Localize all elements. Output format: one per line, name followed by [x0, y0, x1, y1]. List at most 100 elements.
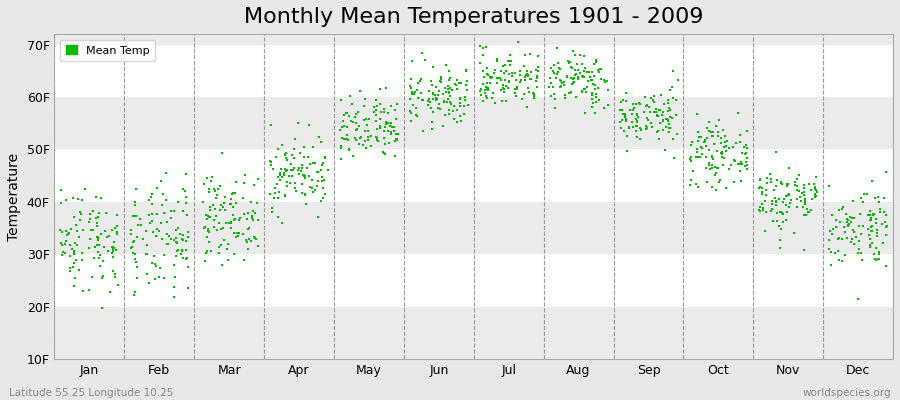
Point [108, 271, 122, 278]
Point [478, 86, 492, 93]
Point [273, 172, 287, 178]
Bar [55, 307, 893, 359]
Point [360, 122, 374, 128]
Point [683, 156, 698, 163]
Point [629, 116, 643, 122]
Point [488, 67, 502, 73]
Point [866, 212, 880, 219]
Point [472, 42, 487, 49]
Point [707, 141, 722, 148]
Point [195, 199, 210, 206]
Point [251, 243, 266, 249]
Point [405, 58, 419, 64]
Point [359, 116, 374, 122]
Point [110, 231, 124, 238]
Point [597, 105, 611, 111]
Point [370, 126, 384, 132]
Point [529, 75, 544, 81]
Point [863, 244, 878, 250]
Point [220, 241, 235, 248]
Point [366, 108, 381, 115]
Point [357, 103, 372, 110]
Point [590, 59, 604, 65]
Point [862, 231, 877, 238]
Point [201, 213, 215, 219]
Point [126, 238, 140, 245]
Point [594, 76, 608, 82]
Point [526, 93, 541, 100]
Point [715, 149, 729, 155]
Point [684, 177, 698, 184]
Point [454, 80, 468, 87]
Point [406, 102, 420, 108]
Point [63, 242, 77, 248]
Point [547, 96, 562, 102]
Point [449, 82, 464, 89]
Point [718, 143, 733, 150]
Point [425, 82, 439, 88]
Point [717, 139, 732, 146]
Point [376, 134, 391, 141]
Point [567, 75, 581, 82]
Point [508, 92, 523, 99]
Point [765, 198, 779, 204]
Point [440, 83, 454, 89]
Point [571, 67, 585, 74]
Point [179, 171, 194, 178]
Text: Latitude 55.25 Longitude 10.25: Latitude 55.25 Longitude 10.25 [9, 388, 174, 398]
Point [370, 103, 384, 109]
Point [156, 202, 170, 208]
Point [128, 213, 142, 220]
Point [851, 238, 866, 244]
Point [840, 216, 854, 222]
Point [560, 73, 574, 79]
Point [370, 135, 384, 141]
Point [475, 67, 490, 74]
Point [241, 225, 256, 231]
Point [524, 76, 538, 83]
Point [315, 178, 329, 185]
Point [429, 97, 444, 104]
Point [142, 280, 157, 287]
Point [442, 90, 456, 96]
Point [320, 166, 335, 173]
Point [362, 116, 376, 122]
Point [441, 96, 455, 102]
Point [207, 186, 221, 192]
Point [454, 96, 468, 102]
Point [769, 182, 783, 189]
Point [705, 152, 719, 159]
Point [212, 219, 226, 226]
Point [864, 215, 878, 222]
Point [227, 251, 241, 257]
Point [86, 208, 100, 214]
Point [499, 68, 513, 74]
Point [583, 77, 598, 83]
Point [662, 125, 677, 131]
Point [123, 226, 138, 233]
Point [855, 256, 869, 263]
Point [243, 238, 257, 244]
Point [616, 128, 631, 135]
Point [218, 207, 232, 214]
Point [486, 70, 500, 76]
Point [170, 240, 184, 246]
Point [224, 225, 238, 232]
Point [210, 192, 224, 199]
Point [369, 112, 383, 118]
Point [97, 228, 112, 234]
Point [450, 86, 464, 93]
Point [202, 229, 217, 235]
Point [130, 234, 144, 240]
Point [387, 152, 401, 159]
Point [768, 195, 782, 202]
Point [868, 255, 882, 262]
Point [232, 215, 247, 221]
Point [105, 244, 120, 250]
Point [91, 237, 105, 243]
Point [348, 114, 363, 120]
Point [712, 179, 726, 185]
Point [90, 220, 104, 226]
Point [82, 244, 96, 251]
Point [628, 128, 643, 134]
